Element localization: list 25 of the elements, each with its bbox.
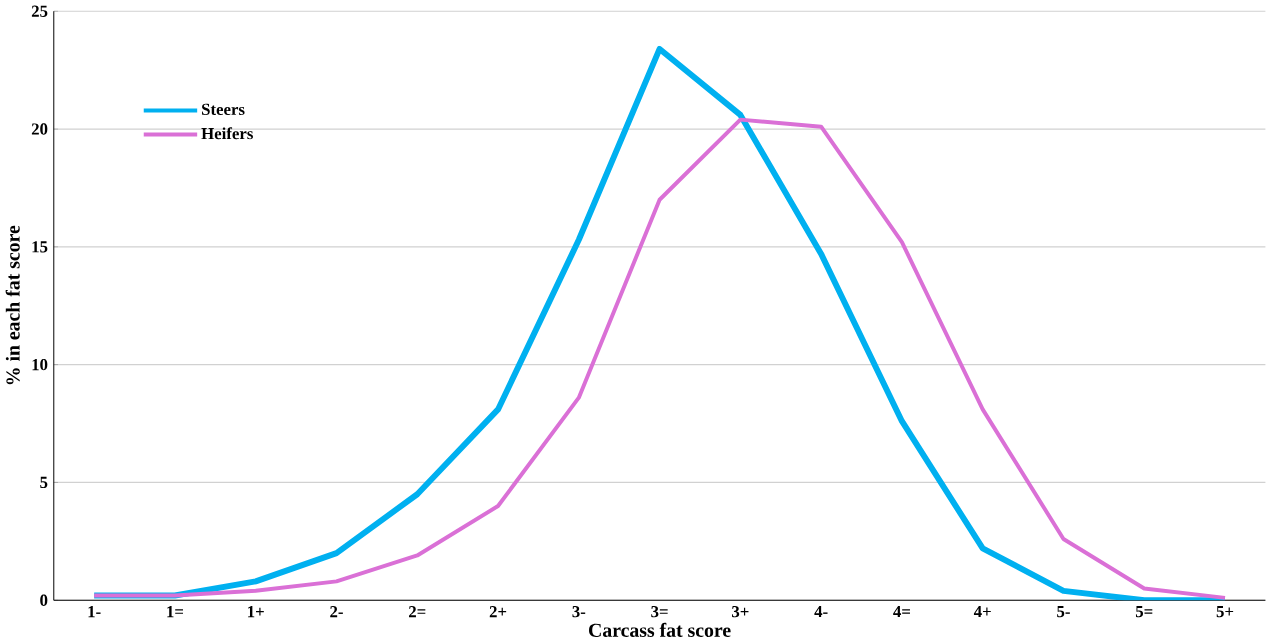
x-tick-label: 4- bbox=[814, 606, 828, 618]
x-tick-label: 3- bbox=[572, 606, 586, 618]
x-tick-label: 1= bbox=[167, 606, 184, 618]
x-tick-label: 1- bbox=[88, 606, 101, 618]
legend-label: Heifers bbox=[201, 127, 253, 140]
y-tick-label: 0 bbox=[40, 594, 48, 607]
x-tick-label: 2- bbox=[330, 606, 343, 618]
y-tick-label: 5 bbox=[40, 477, 48, 489]
x-tick-label: 5+ bbox=[1216, 606, 1234, 618]
x-axis-title: Carcass fat score bbox=[589, 623, 731, 638]
x-tick-label: 1+ bbox=[248, 606, 264, 618]
x-tick-label: 3= bbox=[651, 606, 668, 618]
y-tick-label: 25 bbox=[31, 5, 48, 18]
x-tick-label: 3+ bbox=[732, 606, 749, 618]
y-axis-title: % in each fat score bbox=[5, 225, 20, 385]
x-tick-label: 4= bbox=[893, 606, 910, 618]
x-tick-label: 5- bbox=[1057, 606, 1070, 618]
x-tick-label: 4+ bbox=[973, 606, 991, 618]
legend-label: Steers bbox=[202, 103, 245, 116]
y-tick-label: 20 bbox=[31, 123, 48, 135]
x-tick-label: 2= bbox=[409, 606, 426, 618]
y-tick-label: 10 bbox=[32, 359, 48, 371]
x-tick-label: 5= bbox=[1135, 606, 1153, 618]
x-tick-label: 2+ bbox=[489, 606, 507, 618]
y-tick-label: 15 bbox=[32, 241, 48, 253]
